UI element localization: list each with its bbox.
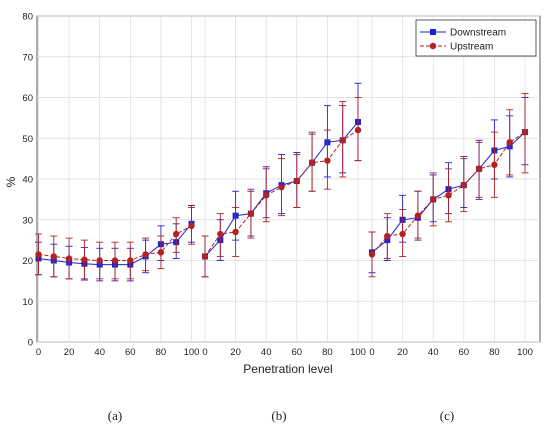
upstream-point [368,251,376,258]
upstream-point [293,177,300,185]
upstream-point [50,253,57,260]
legend-upstream-label: Upstream [450,42,493,53]
y-ticks: 0 10 20 30 40 50 60 70 80 [22,12,33,349]
upstream-point [81,256,88,263]
y-tick-label: 60 [22,93,33,104]
series-line-upstream-panel-2 [204,129,359,257]
upstream-point [111,257,119,264]
upstream-point [263,192,270,199]
x-tick-label: 100 [350,347,366,358]
x-tick-label: 40 [261,347,272,358]
upstream-point [414,212,422,219]
upstream-point [35,251,42,258]
upstream-point [142,251,149,258]
upstream-point [430,196,437,203]
upstream-point [96,257,103,264]
x-tick-label: 40 [94,347,105,358]
upstream-point [127,257,134,264]
upstream-point [232,228,239,236]
upstream-point [506,139,513,146]
x-tick-label: 20 [230,347,241,358]
legend-upstream-marker [429,42,437,50]
upstream-point [521,128,529,136]
legend-box [415,19,537,57]
y-tick-label: 0 [28,338,33,349]
upstream-point [399,230,406,238]
x-tick-label: 100 [517,347,533,358]
x-tick-label: 0 [36,347,41,358]
legend-downstream-marker [430,29,436,35]
panel-label-a: (a) [107,408,123,423]
series-line-upstream-panel-1 [38,225,192,261]
legend: Downstream Upstream [415,19,537,57]
upstream-point [217,230,224,238]
y-tick-label: 80 [22,12,33,23]
upstream-point [339,137,346,144]
legend-downstream-label: Downstream [450,28,506,39]
upstream-point [324,157,331,164]
upstream-point [173,230,180,238]
upstream-point [491,161,498,168]
y-tick-label: 30 [22,215,33,226]
y-axis-title: % [4,176,18,187]
y-tick-label: 10 [22,297,33,308]
y-tick-label: 40 [22,175,33,186]
x-tick-label: 80 [156,347,167,358]
x-tick-label: 40 [428,347,439,358]
upstream-point [278,183,285,191]
x-ticks: 0 20 40 60 80 100 0 20 40 60 80 100 0 20 40 60 80 100 [36,347,533,358]
data-series [35,82,529,282]
y-tick-label: 70 [22,52,33,63]
x-axis-title: Penetration level [243,362,332,376]
x-tick-label: 60 [292,347,303,358]
x-tick-label: 20 [64,347,75,358]
upstream-point [460,181,467,189]
panel-label-c: (c) [439,408,455,423]
panel-label-b: (b) [271,408,287,423]
upstream-point [445,192,452,199]
upstream-point [201,253,209,260]
y-tick-label: 50 [22,134,33,145]
x-tick-label: 80 [489,347,500,358]
upstream-point [157,249,165,256]
x-tick-label: 0 [369,347,374,358]
x-tick-label: 100 [184,347,200,358]
x-tick-label: 80 [322,347,333,358]
upstream-point [308,159,316,166]
upstream-point [354,126,362,134]
upstream-point [65,255,73,262]
upstream-point [188,222,195,230]
x-tick-label: 60 [125,347,136,358]
x-tick-label: 60 [459,347,470,358]
upstream-point [247,210,255,217]
x-tick-label: 0 [202,347,207,358]
y-tick-label: 20 [22,256,33,267]
x-tick-label: 20 [397,347,408,358]
upstream-point [475,165,483,173]
upstream-point [384,232,391,240]
